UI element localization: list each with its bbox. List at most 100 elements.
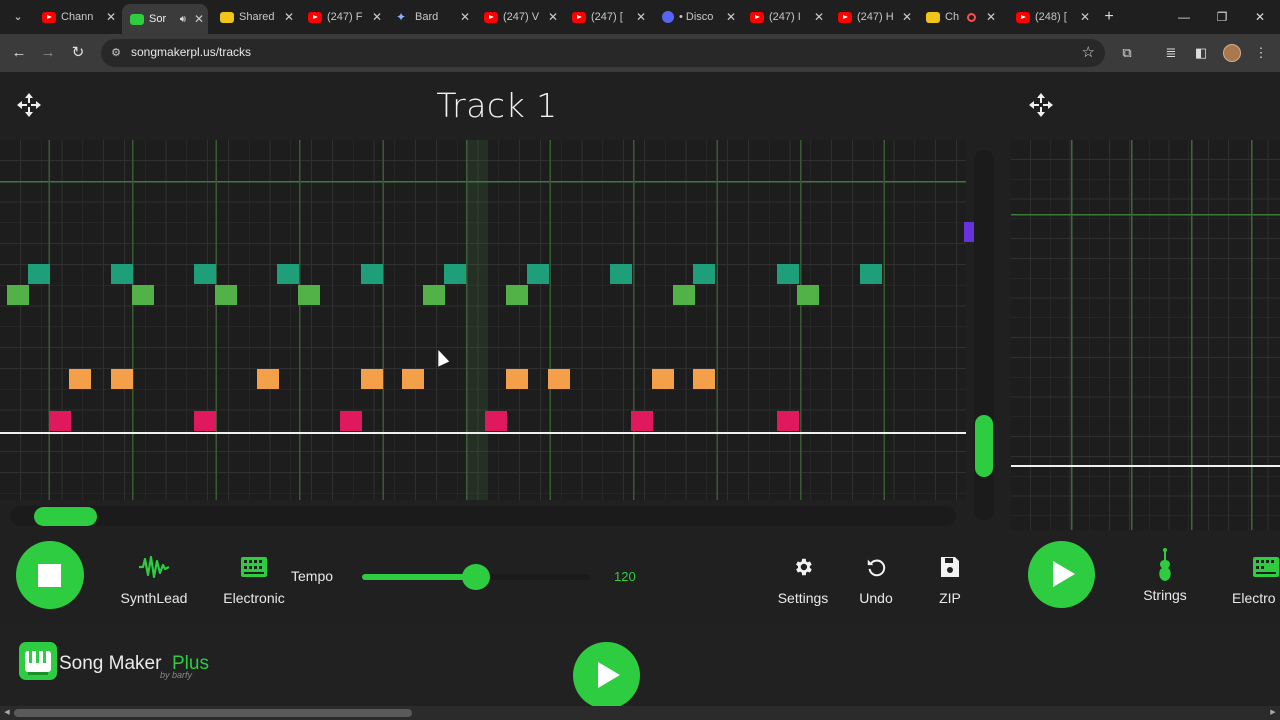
note-orange[interactable]	[256, 369, 279, 389]
bookmark-star-icon[interactable]: ☆	[1081, 44, 1095, 61]
note-orange[interactable]	[547, 369, 570, 389]
side-instrument-button[interactable]: Strings	[1134, 548, 1196, 603]
browser-tab[interactable]: (248) [ ✕	[1008, 4, 1094, 30]
note-green[interactable]	[215, 285, 237, 305]
note-teal[interactable]	[527, 264, 549, 284]
browser-tab[interactable]: ✦ Bard ✕	[388, 4, 474, 30]
browser-menu-icon[interactable]: ⋮	[1254, 45, 1268, 60]
media-controls-icon[interactable]: ≣	[1165, 45, 1177, 60]
tab-close-icon[interactable]: ✕	[371, 10, 383, 24]
note-teal[interactable]	[443, 264, 466, 284]
close-window-icon[interactable]: ✕	[1254, 10, 1266, 24]
browser-tab[interactable]: (247) [ ✕	[564, 4, 650, 30]
note-green[interactable]	[797, 285, 820, 305]
side-track-grid[interactable]	[1011, 140, 1280, 530]
note-teal[interactable]	[360, 264, 383, 284]
horizontal-scroll-thumb[interactable]	[34, 507, 97, 526]
note-green[interactable]	[672, 285, 695, 305]
move-arrows-icon[interactable]	[16, 92, 42, 118]
note-orange[interactable]	[69, 369, 92, 389]
note-teal[interactable]	[776, 264, 799, 284]
tempo-slider-handle[interactable]	[462, 564, 490, 590]
note-teal[interactable]	[277, 264, 300, 284]
note-pink[interactable]	[194, 411, 217, 431]
browser-tab[interactable]: Chann ✕	[34, 4, 120, 30]
reload-icon[interactable]: ↻	[71, 44, 85, 61]
note-orange[interactable]	[693, 369, 716, 389]
note-teal[interactable]	[27, 264, 50, 284]
restore-icon[interactable]: ❐	[1216, 10, 1228, 24]
note-orange[interactable]	[111, 369, 133, 389]
zip-button[interactable]: ZIP	[926, 552, 974, 606]
note-orange[interactable]	[360, 369, 383, 389]
side-play-button[interactable]	[1028, 541, 1095, 608]
site-info-icon[interactable]: ⚙	[111, 47, 121, 59]
browser-tab[interactable]: Ch ✕	[918, 4, 1004, 30]
side-panel-icon[interactable]: ◧	[1194, 45, 1208, 60]
note-green[interactable]	[131, 285, 154, 305]
tab-close-icon[interactable]: ✕	[105, 10, 117, 24]
note-pink[interactable]	[776, 411, 799, 431]
note-pink[interactable]	[631, 411, 653, 431]
note-orange[interactable]	[651, 369, 674, 389]
tab-close-icon[interactable]: ✕	[1079, 10, 1091, 24]
note-teal[interactable]	[610, 264, 633, 284]
note-orange[interactable]	[402, 369, 425, 389]
stop-button[interactable]	[16, 541, 84, 609]
instrument-button[interactable]: SynthLead	[114, 552, 194, 606]
back-arrow-icon[interactable]: ←	[11, 44, 27, 61]
browser-tab[interactable]: • Disco ✕	[654, 4, 740, 30]
browser-tab-active[interactable]: Sor 🔊︎ ✕	[122, 4, 208, 34]
note-teal[interactable]	[111, 264, 133, 284]
waveform-icon	[114, 552, 194, 582]
move-arrows-icon[interactable]	[1028, 92, 1054, 118]
new-tab-plus-icon[interactable]: +	[1104, 8, 1114, 25]
note-orange[interactable]	[506, 369, 529, 389]
vertical-scroll-thumb[interactable]	[975, 415, 993, 477]
note-green[interactable]	[423, 285, 445, 305]
extensions-icon[interactable]: ⧉	[1122, 45, 1132, 60]
page-scrollbar-thumb[interactable]	[14, 709, 412, 717]
tab-close-icon[interactable]: ✕	[459, 10, 471, 24]
browser-tab[interactable]: Shared ✕	[212, 4, 298, 30]
scroll-left-arrow-icon[interactable]: ◀	[4, 709, 10, 716]
side-percussion-button[interactable]: Electro	[1226, 552, 1280, 606]
tab-close-icon[interactable]: ✕	[283, 10, 295, 24]
note-green[interactable]	[506, 285, 529, 305]
note-teal[interactable]	[693, 264, 716, 284]
note-green[interactable]	[7, 285, 29, 305]
note-green[interactable]	[298, 285, 321, 305]
profile-avatar[interactable]	[1223, 44, 1241, 62]
percussion-button[interactable]: Electronic	[214, 552, 294, 606]
tab-close-icon[interactable]: ✕	[547, 10, 559, 24]
browser-tab[interactable]: (247) F ✕	[300, 4, 386, 30]
browser-tab[interactable]: (247) V ✕	[476, 4, 562, 30]
tab-search-chevron-icon[interactable]: ⌄	[13, 11, 23, 23]
play-all-button[interactable]	[573, 642, 640, 709]
note-pink[interactable]	[48, 411, 71, 431]
tab-close-icon[interactable]: ✕	[901, 10, 913, 24]
note-pink[interactable]	[339, 411, 362, 431]
youtube-icon	[484, 11, 498, 23]
address-bar[interactable]: ⚙ songmakerpl.us/tracks ☆	[101, 39, 1105, 67]
note-teal[interactable]	[194, 264, 217, 284]
minimize-icon[interactable]: —	[1178, 10, 1190, 24]
gear-icon	[770, 552, 836, 582]
note-pink[interactable]	[485, 411, 508, 431]
tab-close-icon[interactable]: ✕	[635, 10, 647, 24]
note-teal[interactable]	[859, 264, 882, 284]
speaker-icon[interactable]: 🔊︎	[179, 13, 186, 25]
settings-button[interactable]: Settings	[770, 552, 836, 606]
track-title[interactable]: Track 1	[436, 86, 558, 125]
browser-tab[interactable]: (247) H ✕	[830, 4, 916, 30]
tab-close-icon[interactable]: ✕	[985, 10, 997, 24]
tab-close-icon[interactable]: ✕	[193, 12, 205, 26]
scroll-right-arrow-icon[interactable]: ▶	[1270, 709, 1276, 716]
undo-button[interactable]: Undo	[850, 552, 902, 606]
tab-close-icon[interactable]: ✕	[725, 10, 737, 24]
browser-tab[interactable]: (247) I ✕	[742, 4, 828, 30]
horizontal-scroll-track[interactable]	[10, 506, 956, 526]
forward-arrow-icon[interactable]: →	[40, 44, 56, 61]
tab-close-icon[interactable]: ✕	[813, 10, 825, 24]
note-grid[interactable]	[0, 140, 986, 500]
